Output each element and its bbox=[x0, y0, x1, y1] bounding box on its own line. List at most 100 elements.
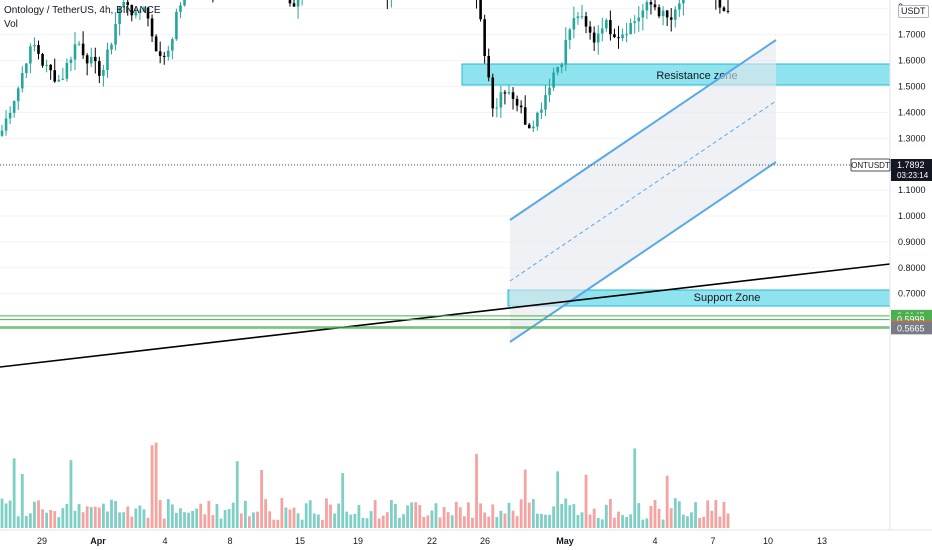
volume-bar[interactable] bbox=[345, 511, 349, 528]
candle-body[interactable] bbox=[53, 70, 57, 82]
volume-bar[interactable] bbox=[357, 504, 361, 528]
volume-bar[interactable] bbox=[507, 502, 511, 528]
candle-body[interactable] bbox=[89, 56, 93, 64]
candle-body[interactable] bbox=[45, 64, 48, 66]
candle-body[interactable] bbox=[495, 107, 499, 109]
volume-bar[interactable] bbox=[426, 515, 430, 528]
volume-bar[interactable] bbox=[321, 519, 324, 528]
candle-body[interactable] bbox=[81, 43, 85, 56]
volume-bar[interactable] bbox=[304, 503, 308, 528]
candle-body[interactable] bbox=[479, 0, 482, 20]
volume-bar[interactable] bbox=[621, 515, 624, 528]
candle-body[interactable] bbox=[49, 64, 52, 71]
candle-body[interactable] bbox=[98, 61, 101, 76]
volume-bar[interactable] bbox=[491, 504, 495, 528]
volume-bar[interactable] bbox=[110, 499, 113, 528]
candle-body[interactable] bbox=[41, 53, 44, 66]
candle-body[interactable] bbox=[682, 0, 685, 4]
candle-body[interactable] bbox=[596, 33, 600, 43]
volume-bar[interactable] bbox=[552, 506, 555, 528]
candle-body[interactable] bbox=[722, 7, 726, 11]
volume-bar[interactable] bbox=[195, 508, 199, 528]
volume-bar[interactable] bbox=[260, 470, 263, 528]
candle-body[interactable] bbox=[536, 112, 539, 127]
volume-bar[interactable] bbox=[45, 512, 49, 528]
volume-bar[interactable] bbox=[649, 506, 653, 528]
candle-body[interactable] bbox=[122, 2, 125, 8]
candle-body[interactable] bbox=[12, 101, 16, 113]
currency-button[interactable]: USDT bbox=[898, 5, 929, 18]
candle-body[interactable] bbox=[718, 0, 722, 8]
volume-bar[interactable] bbox=[527, 502, 531, 528]
candle-body[interactable] bbox=[25, 63, 28, 74]
volume-bar[interactable] bbox=[418, 505, 422, 528]
candle-body[interactable] bbox=[629, 23, 632, 35]
volume-bar[interactable] bbox=[175, 512, 178, 528]
candle-body[interactable] bbox=[665, 10, 669, 18]
candle-body[interactable] bbox=[572, 18, 576, 30]
candle-body[interactable] bbox=[158, 51, 162, 56]
volume-bar[interactable] bbox=[239, 513, 243, 528]
volume-bar[interactable] bbox=[402, 514, 405, 528]
volume-bar[interactable] bbox=[665, 475, 669, 528]
volume-bar[interactable] bbox=[398, 517, 401, 528]
volume-indicator-label[interactable]: Vol bbox=[4, 19, 18, 30]
volume-bar[interactable] bbox=[49, 509, 53, 528]
candle-body[interactable] bbox=[661, 10, 665, 17]
volume-bar[interactable] bbox=[540, 513, 543, 528]
volume-bar[interactable] bbox=[61, 508, 65, 528]
volume-bar[interactable] bbox=[264, 499, 268, 528]
candle-body[interactable] bbox=[568, 29, 572, 40]
volume-bar[interactable] bbox=[37, 500, 40, 528]
candle-body[interactable] bbox=[77, 43, 81, 45]
volume-bar[interactable] bbox=[272, 519, 276, 528]
candle-body[interactable] bbox=[600, 28, 604, 34]
volume-bar[interactable] bbox=[170, 504, 174, 528]
volume-bar[interactable] bbox=[722, 501, 726, 528]
volume-bar[interactable] bbox=[349, 514, 353, 528]
volume-bar[interactable] bbox=[207, 500, 211, 528]
candle-body[interactable] bbox=[499, 92, 503, 108]
candle-body[interactable] bbox=[605, 20, 608, 29]
volume-bar[interactable] bbox=[256, 511, 259, 528]
volume-bar[interactable] bbox=[600, 519, 604, 528]
volume-bar[interactable] bbox=[726, 513, 730, 528]
candle-body[interactable] bbox=[179, 5, 182, 12]
candle-body[interactable] bbox=[491, 77, 495, 109]
volume-bar[interactable] bbox=[341, 473, 345, 528]
volume-bar[interactable] bbox=[681, 514, 685, 528]
candle-body[interactable] bbox=[580, 16, 584, 18]
volume-bar[interactable] bbox=[179, 508, 182, 528]
candle-body[interactable] bbox=[613, 34, 616, 38]
channel-upper-line[interactable] bbox=[509, 39, 777, 221]
volume-bar[interactable] bbox=[544, 514, 547, 528]
volume-bar[interactable] bbox=[548, 514, 551, 528]
volume-bar[interactable] bbox=[475, 453, 478, 528]
candle-body[interactable] bbox=[288, 0, 292, 4]
volume-bar[interactable] bbox=[97, 507, 101, 528]
volume-bar[interactable] bbox=[434, 503, 438, 528]
volume-bar[interactable] bbox=[446, 512, 450, 528]
candle-body[interactable] bbox=[588, 26, 592, 33]
volume-bar[interactable] bbox=[568, 505, 572, 528]
volume-bar[interactable] bbox=[158, 499, 162, 528]
volume-bar[interactable] bbox=[657, 508, 661, 528]
volume-bar[interactable] bbox=[77, 504, 81, 528]
candle-body[interactable] bbox=[515, 98, 519, 106]
volume-bar[interactable] bbox=[126, 506, 130, 528]
volume-bar[interactable] bbox=[329, 504, 332, 528]
volume-bar[interactable] bbox=[706, 500, 710, 528]
candle-body[interactable] bbox=[649, 2, 653, 5]
volume-bar[interactable] bbox=[183, 512, 186, 528]
volume-bar[interactable] bbox=[625, 516, 629, 528]
candle-body[interactable] bbox=[171, 39, 174, 51]
volume-bar[interactable] bbox=[467, 502, 470, 528]
candle-body[interactable] bbox=[106, 49, 109, 70]
volume-bar[interactable] bbox=[227, 509, 231, 528]
candle-body[interactable] bbox=[296, 0, 300, 7]
volume-bar[interactable] bbox=[122, 512, 126, 528]
volume-bar[interactable] bbox=[604, 504, 608, 528]
volume-bar[interactable] bbox=[89, 507, 93, 528]
candle-body[interactable] bbox=[669, 17, 673, 20]
candle-body[interactable] bbox=[4, 118, 8, 131]
